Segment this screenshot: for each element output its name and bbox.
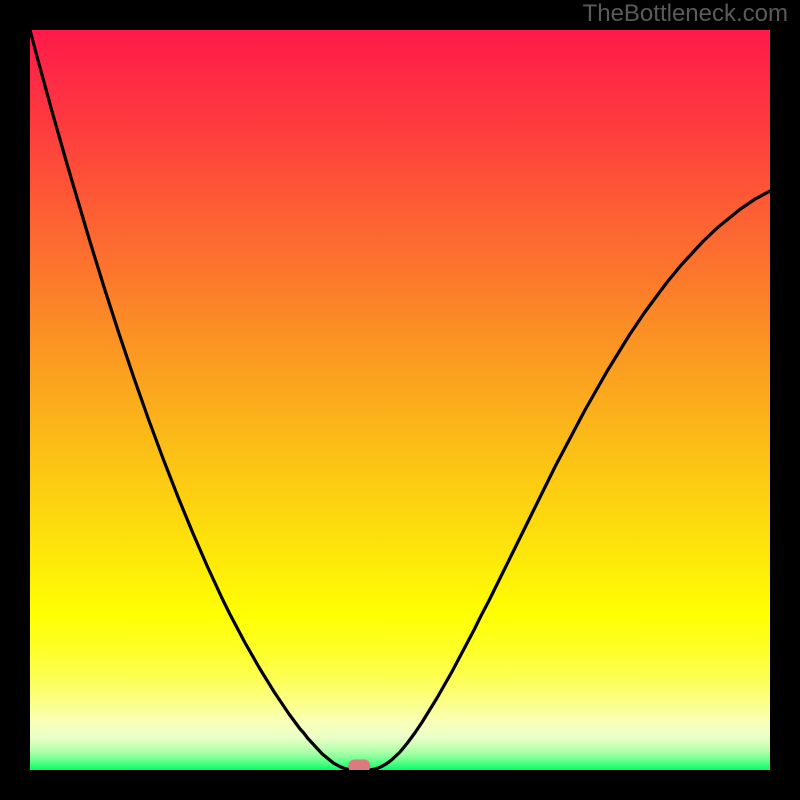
watermark-text: TheBottleneck.com	[583, 0, 788, 28]
plot-area	[30, 30, 770, 770]
plot-svg	[30, 30, 770, 770]
optimum-marker	[348, 760, 370, 771]
figure-root: TheBottleneck.com	[0, 0, 800, 800]
